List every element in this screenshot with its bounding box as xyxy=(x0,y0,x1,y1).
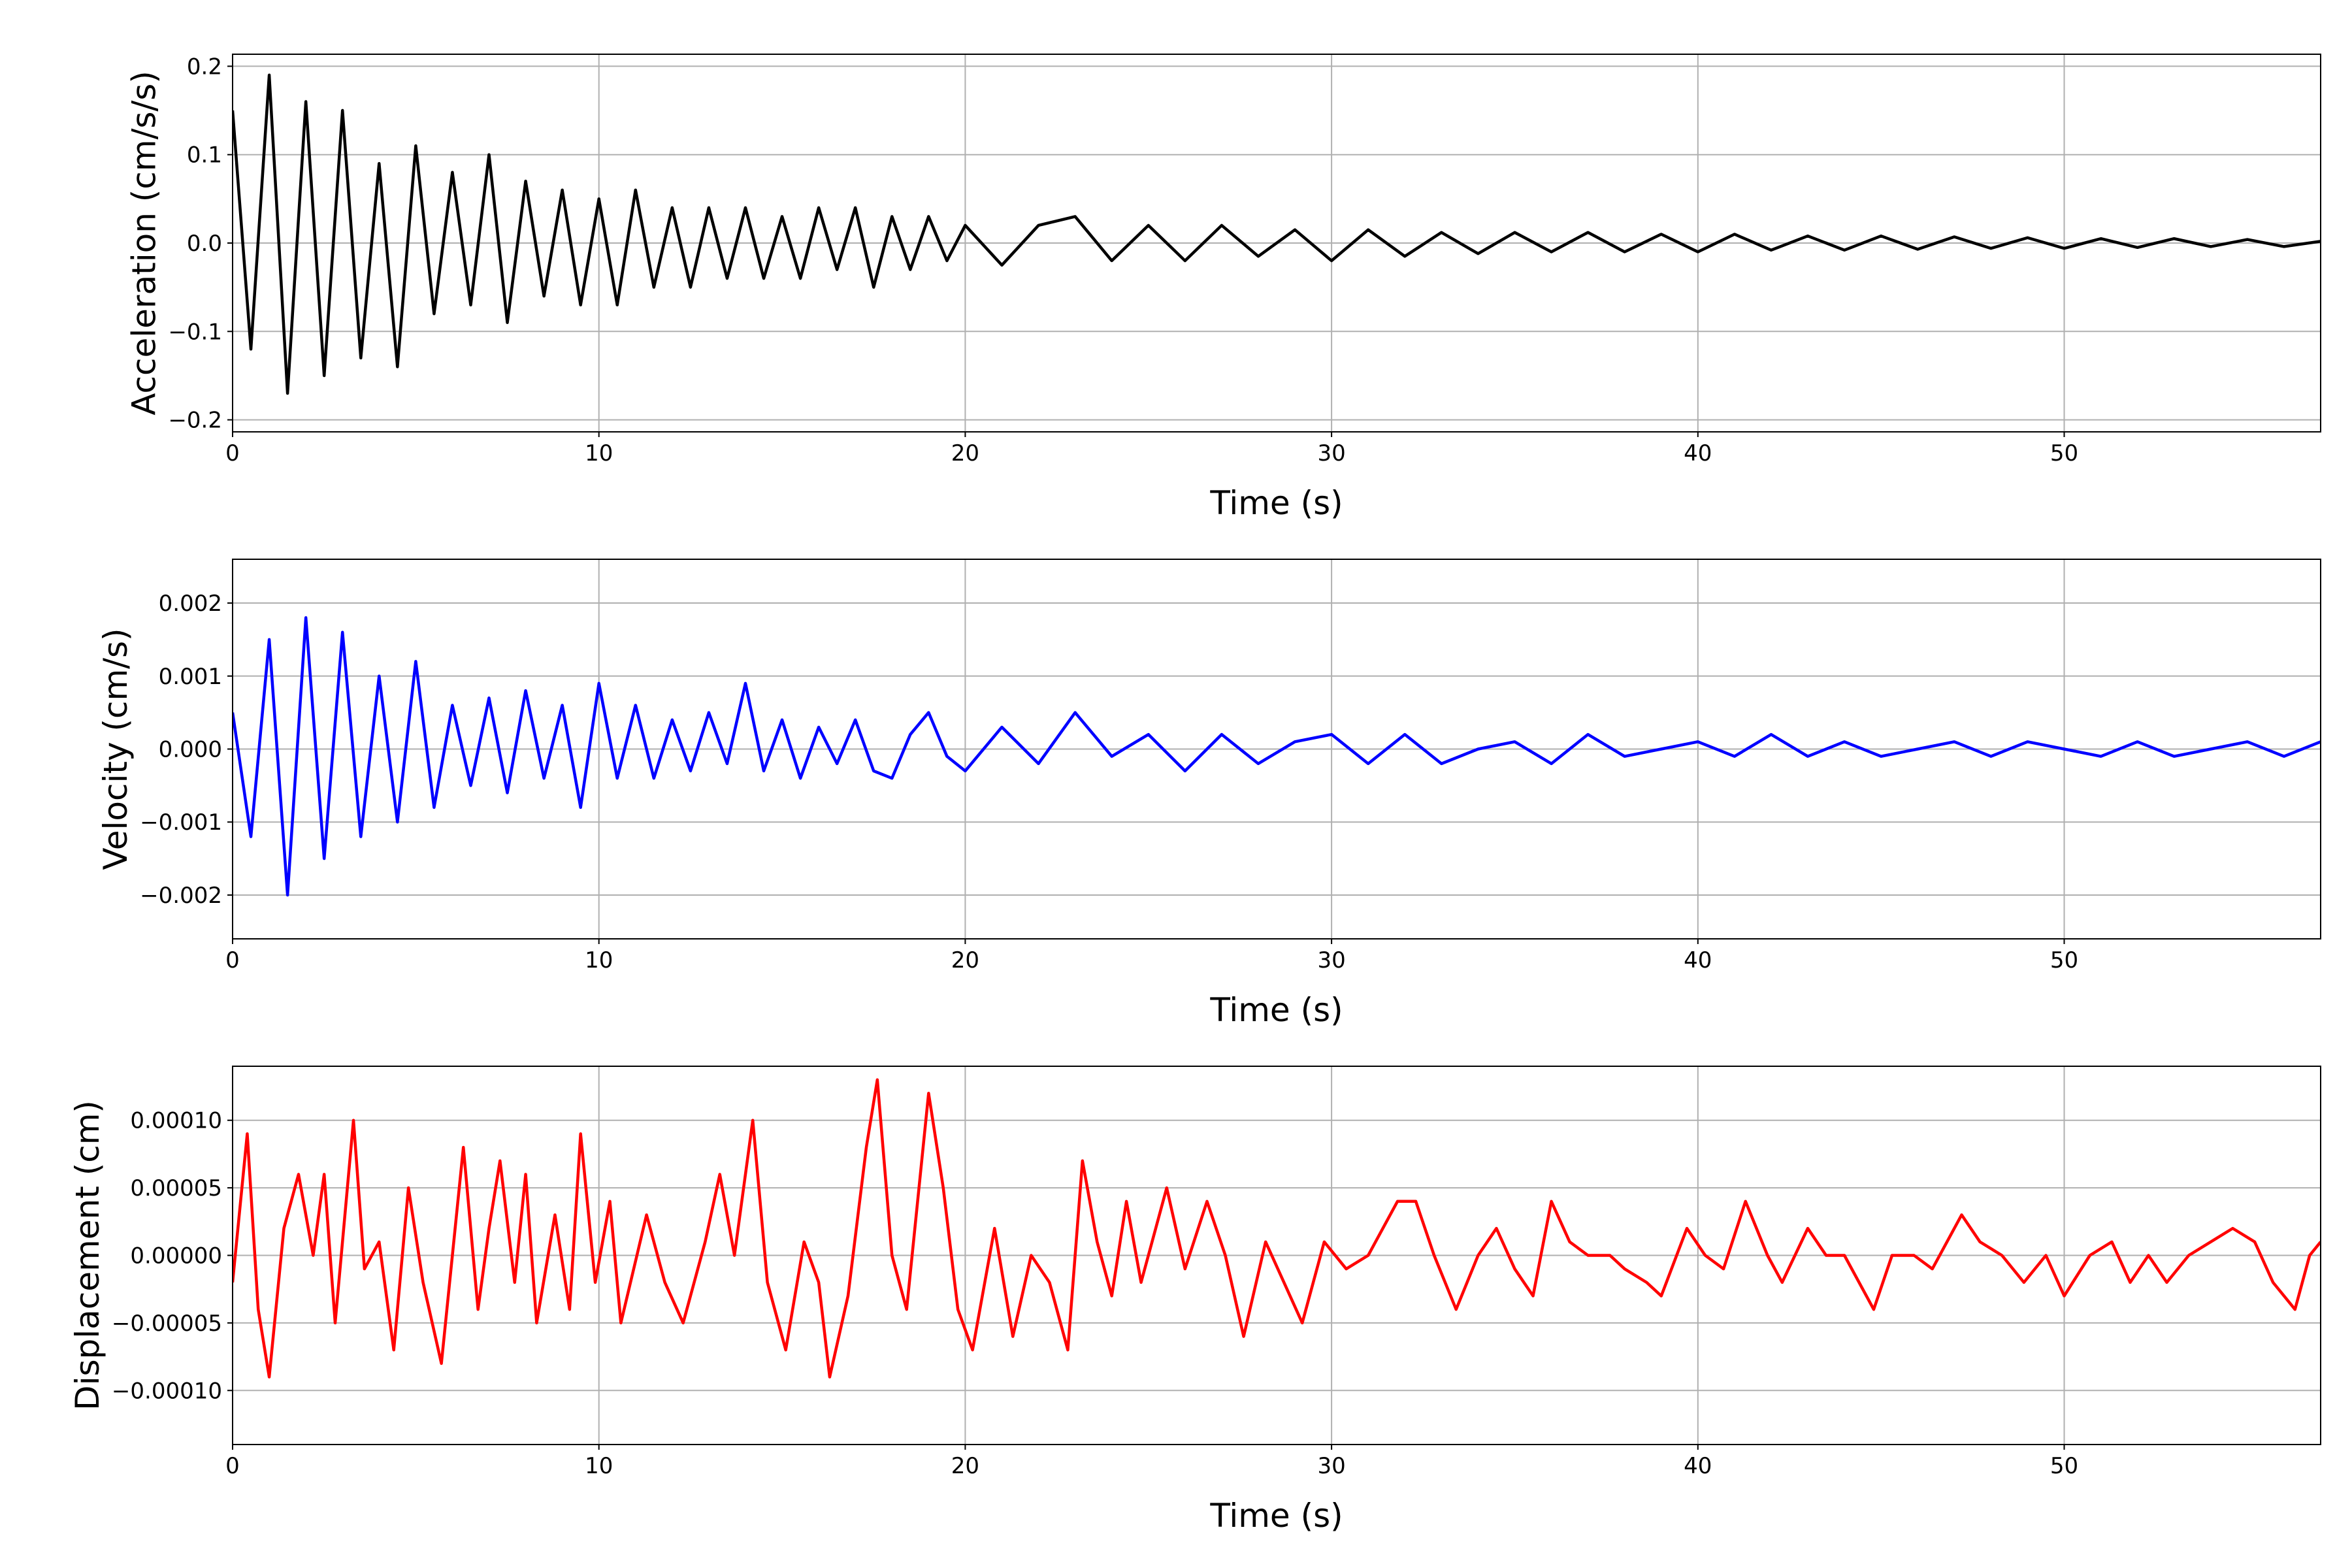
x-tick-label: 30 xyxy=(1317,1453,1345,1479)
x-tick-label: 40 xyxy=(1684,1453,1712,1479)
data-line xyxy=(233,73,2321,395)
x-tick-label: 20 xyxy=(951,440,979,466)
axes-frame xyxy=(232,54,2321,433)
y-tick-label: 0.000 xyxy=(159,737,222,763)
subplot: 0 10 20 30 40 50 −0.002 −0.001 0.000 0.001 0.002 Ti… xyxy=(97,559,2321,1029)
x-tick-label: 0 xyxy=(225,440,240,466)
x-tick-label: 0 xyxy=(225,947,240,973)
y-tick-label: 0.0 xyxy=(187,231,222,257)
y-axis-label: Acceleration (cm/s/s) xyxy=(125,71,163,416)
x-tick-label: 20 xyxy=(951,947,979,973)
x-tick-label: 10 xyxy=(585,1453,613,1479)
y-tick-label: −0.002 xyxy=(140,883,222,909)
x-tick-label: 0 xyxy=(225,1453,240,1479)
x-tick-label: 10 xyxy=(585,947,613,973)
axes-frame xyxy=(232,1066,2321,1445)
line-layer xyxy=(233,73,2321,395)
x-tick-label: 50 xyxy=(2050,440,2078,466)
y-tick-label: −0.001 xyxy=(140,809,222,836)
y-tick-label: 0.2 xyxy=(187,54,222,80)
x-tick-label: 10 xyxy=(585,440,613,466)
subplot: 0 10 20 30 40 50 −0.00010 −0.00005 0.00000 0.0000… xyxy=(69,1066,2321,1535)
y-axis-label: Displacement (cm) xyxy=(69,1100,106,1411)
y-tick-label: 0.00010 xyxy=(130,1108,222,1134)
data-line xyxy=(233,616,2321,897)
subplot: 0 10 20 30 40 50 −0.2 −0.1 0.0 0.1 0.2 Time (s) Acce… xyxy=(125,54,2321,522)
y-tick-label: −0.00005 xyxy=(112,1311,222,1337)
y-tick-label: 0.1 xyxy=(187,142,222,169)
x-axis-label: Time (s) xyxy=(1209,484,1343,522)
y-tick-label: −0.00010 xyxy=(112,1378,222,1404)
y-tick-label: 0.001 xyxy=(159,664,222,690)
line-layer xyxy=(233,616,2321,897)
y-axis-label: Velocity (cm/s) xyxy=(97,628,135,870)
x-tick-label: 20 xyxy=(951,1453,979,1479)
line-layer xyxy=(233,1078,2321,1379)
data-line xyxy=(233,1078,2321,1379)
y-tick-label: 0.00005 xyxy=(130,1175,222,1201)
x-tick-label: 50 xyxy=(2050,1453,2078,1479)
y-tick-label: −0.1 xyxy=(168,319,222,345)
y-tick-label: 0.002 xyxy=(159,591,222,617)
x-tick-label: 50 xyxy=(2050,947,2078,973)
x-tick-label: 40 xyxy=(1684,440,1712,466)
x-axis-label: Time (s) xyxy=(1209,991,1343,1029)
x-tick-label: 30 xyxy=(1317,947,1345,973)
y-tick-label: −0.2 xyxy=(168,408,222,434)
y-tick-label: 0.00000 xyxy=(130,1243,222,1269)
axes-frame xyxy=(232,559,2321,939)
x-tick-label: 30 xyxy=(1317,440,1345,466)
x-tick-label: 40 xyxy=(1684,947,1712,973)
x-axis-label: Time (s) xyxy=(1209,1497,1343,1535)
